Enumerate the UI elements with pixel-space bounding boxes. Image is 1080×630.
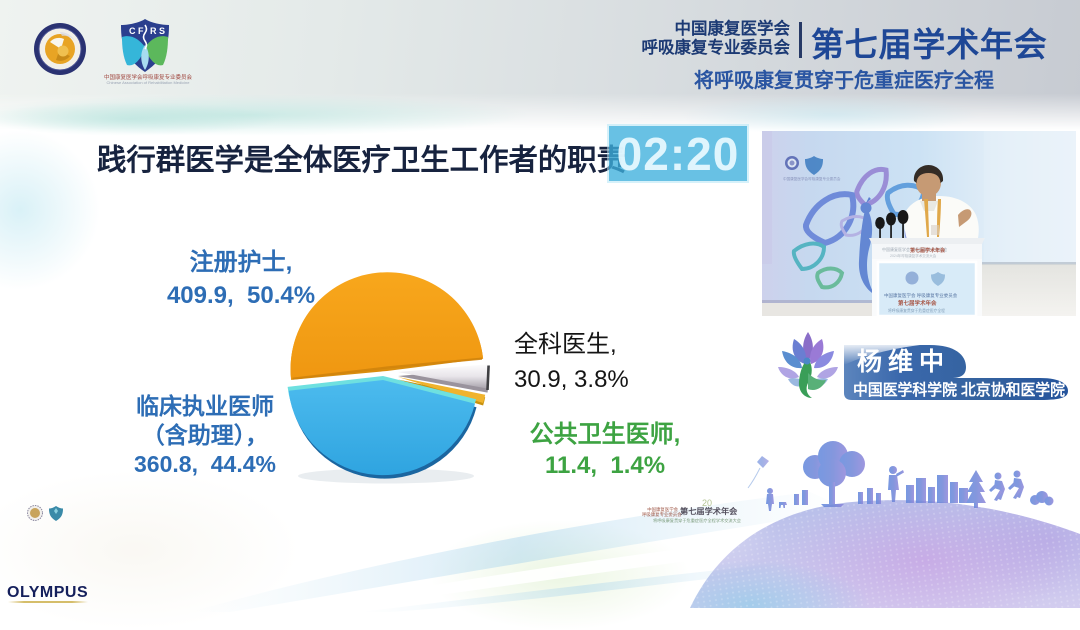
svg-text:中国康复医学会呼吸康复专业委员会: 中国康复医学会呼吸康复专业委员会	[783, 176, 841, 181]
svg-text:中国康复医学会 呼吸康复专业委员会: 中国康复医学会 呼吸康复专业委员会	[882, 246, 947, 252]
svg-text:第七届学术年会: 第七届学术年会	[910, 247, 945, 254]
svg-text:中国康复医学会 呼吸康复专业委员会: 中国康复医学会 呼吸康复专业委员会	[884, 292, 958, 299]
svg-text:将呼吸康复贯穿于危重症医疗全程: 将呼吸康复贯穿于危重症医疗全程	[888, 308, 945, 313]
svg-text:杨维中: 杨维中	[857, 347, 950, 376]
svg-text:2024年呼吸康复学术交流大会: 2024年呼吸康复学术交流大会	[890, 253, 937, 258]
svg-text:R S: R S	[150, 26, 165, 36]
svg-text:第七届学术年会: 第七届学术年会	[898, 299, 937, 307]
svg-text:C F: C F	[129, 26, 144, 36]
svg-text:中国医学科学院 北京协和医学院: 中国医学科学院 北京协和医学院	[853, 380, 1065, 399]
